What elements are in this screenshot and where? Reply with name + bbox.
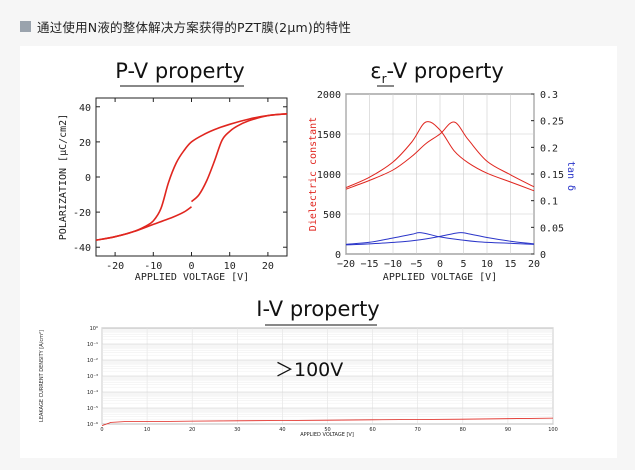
iv-xtick-label: 0 [100, 427, 103, 433]
er-title-eps: ε [370, 59, 381, 83]
iv-ytick-label: 10⁻⁴ [87, 390, 98, 396]
er-ytick-label-left: 0 [335, 250, 341, 261]
pv-xtick-label: -20 [106, 261, 124, 272]
iv-xtick-label: 60 [369, 427, 375, 433]
header-title: 通过使用N液的整体解决方案获得的PZT膜(2μm)的特性 [37, 19, 352, 35]
charts-panel: P-V property -20 -10 0 10 20 -40 -20 0 20 40 APP… [20, 46, 617, 458]
pv-x-ticks: -20 -10 0 10 20 [106, 98, 274, 272]
er-ylabel-left: Dielectric constant [308, 117, 319, 231]
iv-chart: I-V property 0 10 20 30 40 50 60 70 80 90 100 10⁰1… [39, 297, 558, 438]
iv-curve [101, 417, 554, 426]
iv-xtick-label: 40 [279, 427, 285, 433]
er-xtick-label: 10 [481, 259, 493, 270]
er-ytick-label-right: 0.15 [540, 170, 564, 181]
pv-ylabel: POLARIZATION [μC/cm2] [58, 114, 69, 240]
er-chart: εr-V property −20 −15 −10 −5 0 5 10 15 20 0 500 10… [308, 59, 576, 283]
er-ytick-label-left: 2000 [317, 90, 341, 101]
section-header: 通过使用N液的整体解决方案获得的PZT膜(2μm)的特性 [20, 16, 351, 36]
er-series-0 [345, 121, 535, 192]
iv-ytick-label: 10⁻³ [87, 374, 98, 380]
er-ytick-label-left: 1000 [317, 170, 341, 181]
pv-ytick-label: 20 [79, 138, 91, 149]
er-y-ticks-right: 0 0.05 0.1 0.15 0.2 0.25 0.3 [531, 90, 564, 261]
er-xtick-label: 5 [460, 259, 466, 270]
iv-ytick-label: 10⁻⁶ [87, 422, 98, 428]
pv-ytick-label: -40 [73, 243, 91, 254]
pv-title: P-V property [115, 59, 245, 83]
er-ytick-label-right: 0.3 [540, 90, 558, 101]
er-title: εr-V property [370, 59, 504, 86]
pv-xtick-label: 20 [262, 261, 274, 272]
er-ylabel-right: tan δ [565, 161, 576, 191]
er-ytick-label-right: 0.05 [540, 223, 564, 234]
iv-x-ticks: 0 10 20 30 40 50 60 70 80 90 100 [100, 427, 557, 433]
iv-xtick-label: 20 [189, 427, 195, 433]
pv-xlabel: APPLIED VOLTAGE [V] [135, 272, 249, 283]
er-xtick-label: −15 [360, 259, 378, 270]
iv-series-0 [101, 417, 554, 426]
iv-xtick-label: 70 [415, 427, 421, 433]
iv-xtick-label: 100 [548, 427, 558, 433]
er-ytick-label-left: 1500 [317, 130, 341, 141]
er-xtick-label: −10 [384, 259, 402, 270]
er-xlabel: APPLIED VOLTAGE [V] [383, 272, 497, 283]
iv-ylabel: LEAKAGE CURRENT DENSITY [A/cm²] [39, 330, 45, 422]
header-square-icon [20, 20, 31, 32]
pv-y-ticks: -40 -20 0 20 40 [73, 103, 287, 254]
pv-ytick-label: 40 [79, 103, 91, 114]
pv-xtick-label: 10 [224, 261, 236, 272]
iv-y-ticks: 10⁰ 10⁻¹ 10⁻² 10⁻³ 10⁻⁴ 10⁻⁵ 10⁻⁶ [87, 326, 98, 428]
er-xtick-label: 0 [437, 259, 443, 270]
iv-xtick-label: 50 [324, 427, 330, 433]
er-y-ticks-left: 0 500 1000 1500 2000 [317, 90, 341, 261]
er-title-sub: r [382, 72, 387, 86]
iv-xtick-label: 80 [460, 427, 466, 433]
er-curves [345, 121, 535, 246]
pv-series-1 [190, 113, 288, 203]
pv-curves [95, 113, 288, 241]
er-title-rest: -V property [387, 59, 504, 83]
pv-ytick-label: -20 [73, 208, 91, 219]
iv-xtick-label: 90 [505, 427, 511, 433]
iv-ytick-label: 10⁰ [90, 326, 98, 332]
iv-annotation: ＞100V [275, 359, 343, 381]
er-xtick-label: −20 [337, 259, 355, 270]
er-xtick-label: 15 [504, 259, 516, 270]
er-ytick-label-right: 0.25 [540, 117, 564, 128]
iv-ytick-label: 10⁻⁵ [87, 406, 98, 412]
pv-xtick-label: -10 [144, 261, 162, 272]
pv-series-0 [95, 113, 288, 241]
iv-xtick-label: 30 [234, 427, 240, 433]
iv-xtick-label: 10 [144, 427, 150, 433]
er-ytick-label-right: 0 [540, 250, 546, 261]
er-xtick-label: 20 [528, 259, 540, 270]
er-ytick-label-right: 0.2 [540, 143, 558, 154]
pv-ytick-label: 0 [85, 173, 91, 184]
iv-ytick-label: 10⁻¹ [87, 342, 98, 348]
er-ytick-label-right: 0.1 [540, 197, 558, 208]
iv-xlabel: APPLIED VOLTAGE [V] [300, 432, 354, 438]
iv-ytick-label: 10⁻² [87, 358, 98, 364]
pv-chart: P-V property -20 -10 0 10 20 -40 -20 0 20 40 APP… [58, 59, 288, 283]
er-ytick-label-left: 500 [323, 210, 341, 221]
er-series-2 [345, 232, 535, 245]
pv-series-2 [95, 206, 192, 241]
iv-title: I-V property [256, 297, 379, 321]
er-xtick-label: −5 [410, 259, 422, 270]
er-x-ticks: −20 −15 −10 −5 0 5 10 15 20 [337, 259, 540, 270]
pv-plot-frame [95, 97, 288, 257]
pv-xtick-label: 0 [188, 261, 194, 272]
er-series-3 [345, 232, 535, 246]
er-series-1 [345, 121, 535, 190]
